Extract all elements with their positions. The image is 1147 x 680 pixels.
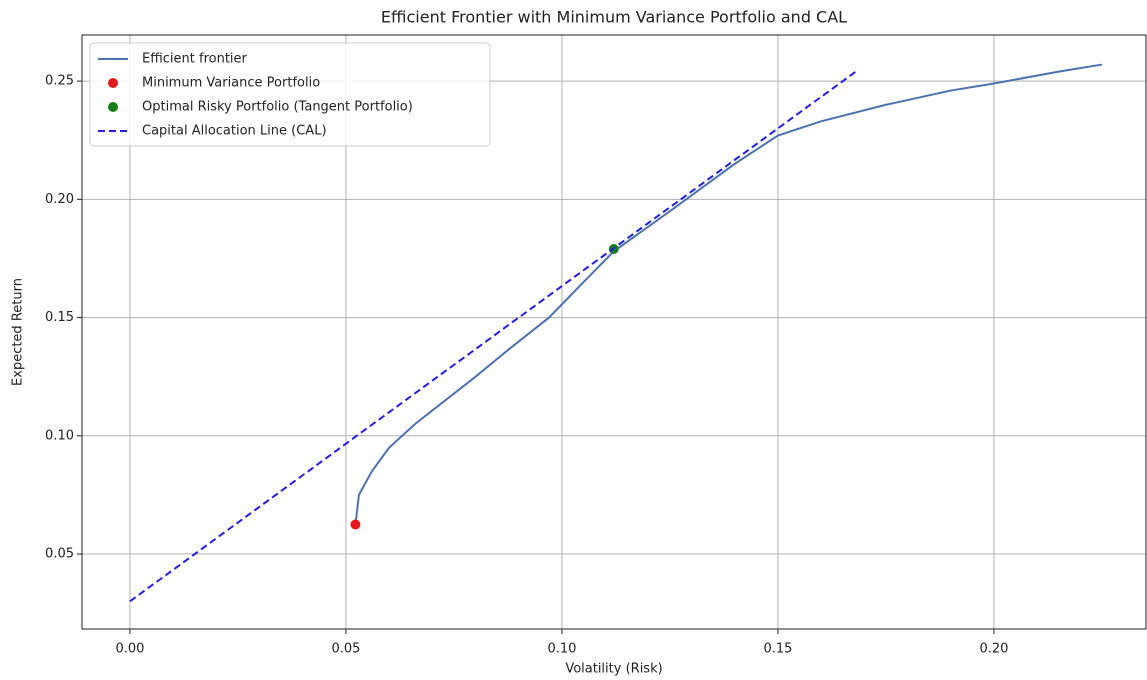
y-tick-label: 0.15 bbox=[45, 310, 74, 325]
series-line bbox=[129, 70, 857, 603]
x-tick-label: 0.15 bbox=[763, 642, 792, 657]
legend-marker bbox=[108, 78, 118, 88]
legend-box bbox=[89, 42, 491, 147]
legend-marker bbox=[108, 102, 118, 112]
x-axis-label: Volatility (Risk) bbox=[565, 662, 662, 677]
legend-label: Capital Allocation Line (CAL) bbox=[142, 124, 327, 139]
axes-frame bbox=[81, 34, 1147, 630]
x-tick-label: 0.00 bbox=[115, 642, 144, 657]
y-tick-label: 0.10 bbox=[45, 428, 74, 443]
chart-title: Efficient Frontier with Minimum Variance… bbox=[381, 8, 847, 27]
x-tick-label: 0.20 bbox=[979, 642, 1008, 657]
y-axis-label: Expected Return bbox=[11, 278, 26, 386]
x-tick-label: 0.10 bbox=[547, 642, 576, 657]
legend-label: Minimum Variance Portfolio bbox=[142, 76, 320, 91]
y-tick-label: 0.20 bbox=[45, 192, 74, 207]
series-line bbox=[354, 63, 1103, 525]
legend-label: Efficient frontier bbox=[142, 52, 248, 67]
x-tick-label: 0.05 bbox=[331, 642, 360, 657]
scatter-point bbox=[350, 519, 361, 530]
legend-label: Optimal Risky Portfolio (Tangent Portfol… bbox=[142, 100, 413, 115]
y-tick-label: 0.25 bbox=[45, 74, 74, 89]
y-tick-label: 0.05 bbox=[45, 547, 74, 562]
